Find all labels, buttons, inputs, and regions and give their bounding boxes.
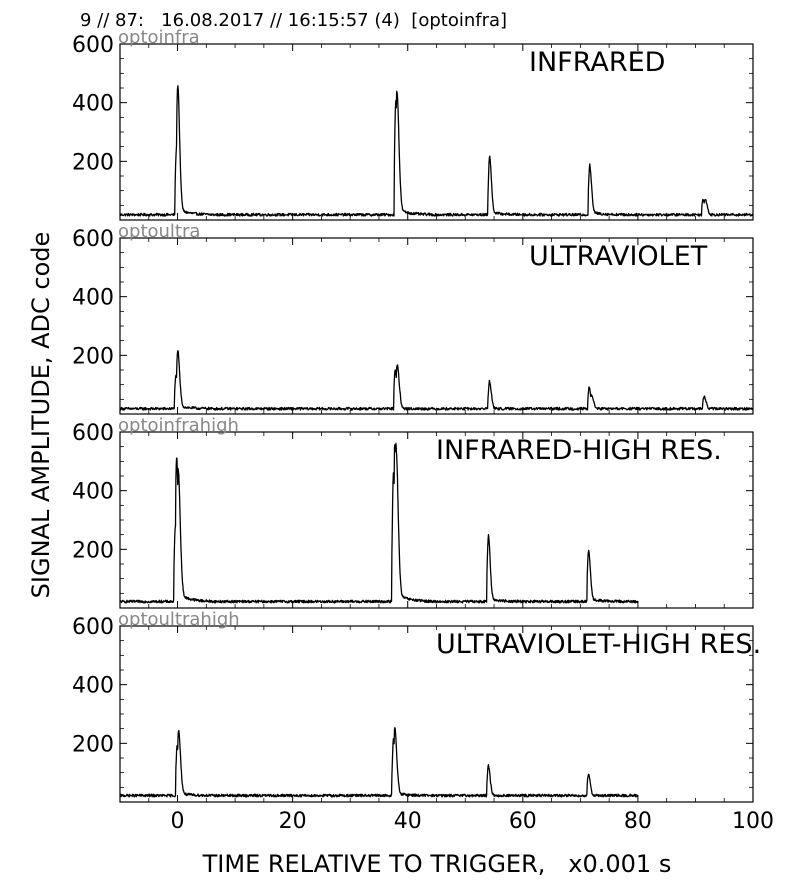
x-tick-label: 100 bbox=[732, 809, 774, 834]
signal-trace-optoultra bbox=[119, 350, 754, 411]
x-tick-label: 60 bbox=[509, 809, 537, 834]
panel-title: INFRARED-HIGH RES. bbox=[436, 435, 722, 466]
channel-label: optoinfra bbox=[118, 27, 200, 48]
x-tick-label: 40 bbox=[394, 809, 422, 834]
y-tick-label: 400 bbox=[72, 286, 114, 311]
y-tick-label: 600 bbox=[72, 615, 114, 640]
y-tick-label: 400 bbox=[72, 92, 114, 117]
figure-header: 9 // 87: 16.08.2017 // 16:15:57 (4) [opt… bbox=[80, 10, 507, 31]
x-tick-label: 20 bbox=[279, 809, 307, 834]
panel-optoultra: 200 400 600 optoultra ULTRAVIOLET bbox=[72, 221, 754, 415]
channel-label: optoultra bbox=[118, 221, 200, 242]
signal-trace-optoinfra bbox=[119, 85, 754, 217]
y-tick-label: 600 bbox=[72, 33, 114, 58]
y-tick-label: 200 bbox=[72, 732, 114, 757]
x-tick-label: 0 bbox=[171, 809, 185, 834]
x-tick-label: 80 bbox=[624, 809, 652, 834]
y-axis-label: SIGNAL AMPLITUDE, ADC code bbox=[27, 232, 55, 599]
panel-optoinfra: 200 400 600 optoinfra INFRARED bbox=[72, 27, 754, 221]
signal-trace-optoultrahigh bbox=[119, 727, 639, 798]
panel-optoultrahigh: 200 400 600 0 20 40 60 80 100 optoultrahigh ULTRAV… bbox=[72, 609, 774, 834]
y-tick-label: 600 bbox=[72, 227, 114, 252]
y-tick-label: 400 bbox=[72, 480, 114, 505]
channel-label: optoinfrahigh bbox=[118, 415, 239, 436]
panel-title: INFRARED bbox=[529, 47, 665, 78]
y-tick-label: 600 bbox=[72, 421, 114, 446]
panel-title: ULTRAVIOLET bbox=[529, 241, 708, 272]
signal-trace-optoinfrahigh bbox=[119, 442, 639, 604]
panel-optoinfrahigh: 200 400 600 optoinfrahigh INFRARED-HIGH RES. bbox=[72, 415, 754, 609]
y-tick-label: 200 bbox=[72, 538, 114, 563]
panel-title: ULTRAVIOLET-HIGH RES. bbox=[436, 629, 761, 660]
y-tick-label: 400 bbox=[72, 674, 114, 699]
x-axis-label: TIME RELATIVE TO TRIGGER, x0.001 s bbox=[202, 850, 672, 878]
channel-label: optoultrahigh bbox=[118, 609, 240, 630]
y-tick-label: 200 bbox=[72, 344, 114, 369]
y-tick-label: 200 bbox=[72, 150, 114, 175]
